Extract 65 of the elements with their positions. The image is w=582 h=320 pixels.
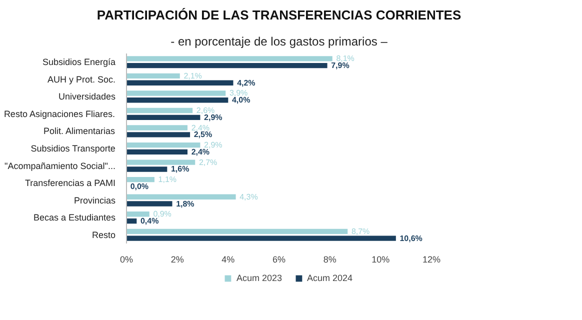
data-label: 3,9% — [229, 88, 248, 98]
y-tick-label: Resto — [92, 230, 116, 240]
bar — [126, 149, 188, 155]
bar — [126, 90, 226, 96]
data-label: 7,9% — [331, 61, 350, 70]
y-tick-label: Universidades — [58, 92, 116, 102]
x-tick-label: 10% — [372, 254, 390, 264]
data-label: 2,1% — [184, 71, 202, 80]
data-label: 2,4% — [191, 147, 210, 156]
data-label: 2,7% — [198, 158, 218, 167]
legend-label: Acum 2024 — [307, 273, 353, 283]
y-tick-label: Provincias — [74, 195, 116, 206]
bar — [126, 160, 196, 165]
bar — [126, 218, 137, 224]
y-tick-label: Subsidios Energía — [42, 57, 116, 68]
x-tick-label: 2% — [170, 254, 184, 264]
data-label: 4,0% — [232, 96, 250, 105]
bar — [126, 194, 236, 200]
bar — [126, 98, 228, 103]
x-tick-label: 4% — [222, 254, 235, 264]
x-tick-label: 8% — [323, 254, 336, 264]
bar — [126, 125, 188, 130]
data-label: 10,6% — [400, 234, 422, 243]
y-tick-label: Resto Asignaciones Fliares. — [4, 108, 116, 119]
chart-title: PARTICIPACIÓN DE LAS TRANSFERENCIAS CORRIENTES — [96, 8, 462, 22]
data-label: 0,9% — [153, 210, 172, 219]
data-label: 1,6% — [170, 164, 190, 174]
bar — [126, 56, 332, 62]
data-label: 0,0% — [130, 182, 149, 191]
x-tick-label: 6% — [272, 254, 286, 264]
y-tick-label: Polit. Alimentarias — [43, 126, 116, 136]
data-label: 2,4% — [191, 123, 210, 132]
bar — [126, 108, 193, 114]
bar — [126, 63, 328, 68]
bar — [126, 201, 172, 206]
data-label: 2,5% — [194, 130, 212, 140]
legend-label: Acum 2023 — [236, 273, 282, 283]
data-label: 8,1% — [336, 54, 354, 64]
data-label: 0,4% — [140, 216, 159, 226]
bar — [126, 228, 348, 234]
bar — [126, 212, 150, 217]
y-tick-label: AUH y Prot. Soc. — [47, 74, 116, 84]
data-label: 8,7% — [351, 226, 370, 236]
data-label: 2,9% — [204, 140, 222, 150]
bar — [126, 114, 200, 120]
data-label: 1,8% — [176, 199, 194, 208]
bar — [126, 142, 200, 148]
bar — [126, 80, 234, 86]
data-label: 4,3% — [240, 192, 258, 202]
data-label: 2,9% — [204, 112, 222, 122]
data-label: 2,6% — [196, 106, 215, 115]
data-label: 1,1% — [158, 175, 177, 184]
bar — [126, 73, 180, 79]
y-tick-label: Subsidios Transporte — [30, 144, 116, 154]
x-tick-label: 0% — [120, 254, 134, 264]
y-tick-label: Transferencias a PAMI — [24, 178, 116, 188]
bar — [126, 166, 168, 172]
bar — [126, 177, 154, 182]
bar — [126, 236, 396, 241]
bar — [126, 132, 190, 138]
data-label: 4,2% — [237, 78, 256, 88]
x-tick-label: 12% — [422, 254, 441, 264]
y-tick-label: Becas a Estudiantes — [33, 212, 116, 223]
y-tick-label: "Acompañamiento Social"... — [4, 160, 116, 171]
chart-subtitle: - en porcentaje de los gastos primarios – — [170, 34, 388, 48]
